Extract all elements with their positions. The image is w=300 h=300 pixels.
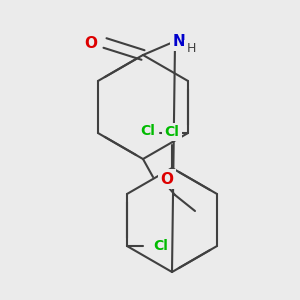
Text: H: H	[186, 43, 196, 56]
Text: O: O	[160, 172, 173, 187]
Text: O: O	[85, 35, 98, 50]
Text: Cl: Cl	[154, 239, 168, 253]
Text: Cl: Cl	[141, 124, 155, 138]
Text: N: N	[172, 34, 185, 49]
Text: Cl: Cl	[165, 125, 179, 139]
